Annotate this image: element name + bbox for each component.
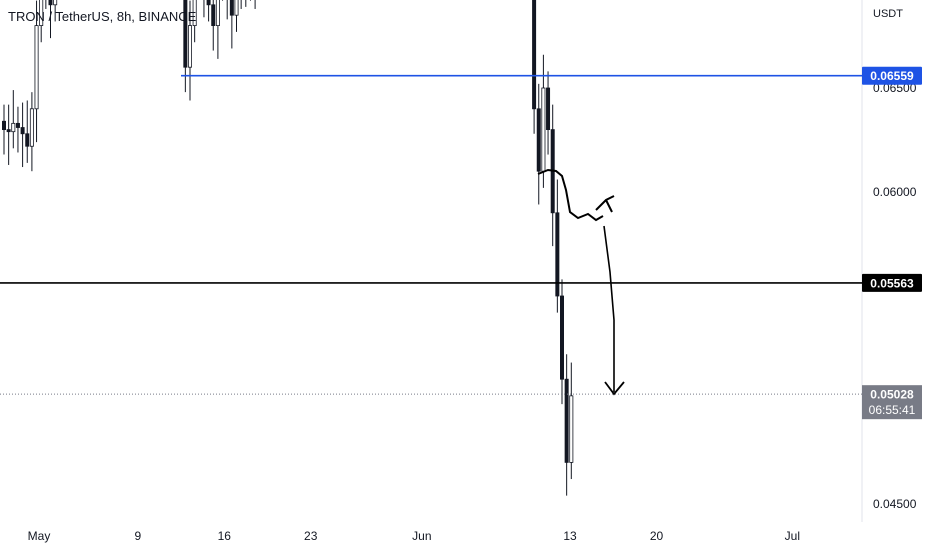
- candle-up: [11, 122, 16, 133]
- candle-up: [34, 25, 39, 110]
- y-tick-label: 0.06000: [873, 185, 917, 199]
- candle-down: [564, 378, 569, 463]
- candle-down: [560, 295, 565, 380]
- price-tag-label: 0.06559: [870, 69, 914, 83]
- candle-down: [536, 108, 541, 172]
- candle-up: [234, 0, 239, 16]
- candle-up: [39, 0, 44, 26]
- candle-up: [192, 0, 197, 27]
- projection-arrow-line: [603, 225, 615, 392]
- candle-down: [25, 133, 30, 147]
- candle-up: [215, 0, 220, 26]
- candle-up: [53, 0, 58, 6]
- candle-up: [187, 25, 192, 68]
- candle-up: [541, 87, 546, 172]
- price-tag: [862, 66, 922, 85]
- candle-up: [29, 108, 34, 147]
- candle-down: [555, 212, 560, 297]
- candle-down: [211, 4, 216, 26]
- symbol-title: TRON / TetherUS, 8h, BINANCE: [8, 9, 197, 24]
- x-tick-label: 16: [218, 529, 232, 543]
- x-tick-label: 13: [563, 529, 577, 543]
- candle-down: [546, 87, 551, 130]
- price-tag-label: 0.05563: [870, 276, 914, 290]
- x-tick-label: 23: [304, 529, 318, 543]
- projection-arrow-head: [604, 381, 625, 396]
- projection-drawing: [537, 168, 604, 222]
- candle-down: [206, 0, 211, 6]
- x-tick-label: Jul: [785, 529, 800, 543]
- y-tick-label: 0.04500: [873, 497, 917, 511]
- candle-up: [569, 395, 574, 463]
- current-price-label: 0.05028: [870, 388, 914, 402]
- x-tick-label: May: [28, 529, 51, 543]
- candle-down: [48, 0, 53, 6]
- current-price-tag: [862, 385, 922, 420]
- x-tick-label: 9: [134, 529, 141, 543]
- currency-label: USDT: [873, 8, 903, 20]
- projection-arrow-up: [595, 195, 615, 213]
- countdown-label: 06:55:41: [869, 403, 916, 417]
- candle-down: [2, 120, 7, 130]
- candle-down: [229, 0, 234, 16]
- candle-down: [183, 0, 188, 68]
- candle-down: [15, 122, 20, 128]
- price-tag: [862, 273, 922, 292]
- candle-down: [20, 127, 25, 135]
- candle-down: [532, 0, 537, 110]
- x-tick-label: 20: [650, 529, 664, 543]
- candle-down: [6, 129, 11, 133]
- x-tick-label: Jun: [412, 529, 431, 543]
